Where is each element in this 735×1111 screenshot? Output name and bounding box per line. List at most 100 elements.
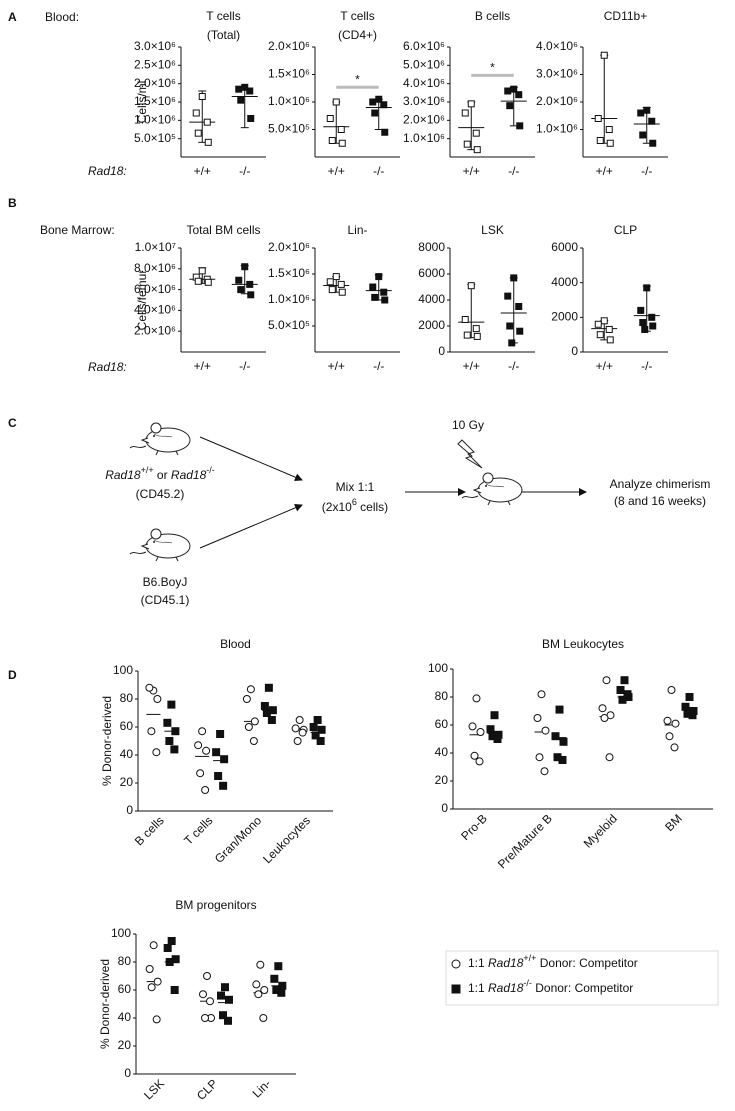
x-tick-label: +/+ <box>328 359 345 373</box>
data-point <box>639 131 647 139</box>
data-point <box>475 757 484 766</box>
y-tick-label: 5.0×10⁵ <box>134 131 176 145</box>
x-tick-label: +/+ <box>328 164 345 178</box>
data-point <box>163 944 172 952</box>
data-point <box>295 716 304 724</box>
data-point <box>558 756 567 764</box>
data-point <box>451 959 461 969</box>
data-point <box>328 286 336 294</box>
y-tick-label: 1.0×10⁶ <box>134 113 176 127</box>
y-tick-label: 40 <box>118 1010 132 1024</box>
x-tick-label: Myeloid <box>581 811 620 850</box>
data-point <box>472 325 480 333</box>
data-point <box>375 273 383 281</box>
data-point <box>309 723 318 731</box>
data-point <box>237 96 245 104</box>
y-tick-label: 1.0×10⁷ <box>135 240 176 254</box>
y-tick-label: 6.0×10⁶ <box>403 39 445 53</box>
x-tick-label: B cells <box>132 813 167 848</box>
data-point <box>594 320 602 328</box>
data-point <box>259 1014 268 1022</box>
data-point <box>688 711 697 720</box>
data-point <box>237 286 245 294</box>
data-point <box>332 273 340 281</box>
data-point <box>515 91 523 99</box>
data-point <box>468 722 477 731</box>
data-point <box>235 276 243 284</box>
analysis-label: Analyze chimerism <box>610 477 711 491</box>
x-tick-label: +/+ <box>194 164 211 178</box>
y-tick-label: 2.0×10⁶ <box>134 76 176 90</box>
panel-label: C <box>8 416 17 430</box>
data-point <box>504 87 512 95</box>
data-point <box>246 280 254 288</box>
data-point <box>467 100 475 108</box>
data-point <box>637 306 645 314</box>
chart-title: Lin- <box>347 223 367 237</box>
data-point <box>260 702 269 710</box>
data-point <box>616 686 625 694</box>
y-tick-label: 0 <box>126 803 133 817</box>
x-tick-label: LSK <box>141 1076 167 1102</box>
data-point <box>219 1011 227 1020</box>
data-point <box>555 705 564 714</box>
data-point <box>649 322 657 330</box>
data-point <box>667 686 676 694</box>
data-point <box>221 983 229 992</box>
data-point <box>463 331 471 339</box>
data-point <box>559 737 568 746</box>
data-point <box>380 101 388 109</box>
data-point <box>328 137 336 144</box>
data-point <box>153 695 162 703</box>
irradiation-label: 10 Gy <box>452 418 484 432</box>
data-point <box>201 786 210 794</box>
data-point <box>204 138 212 146</box>
y-tick-label: 100 <box>113 663 133 677</box>
data-point <box>620 676 629 685</box>
data-point <box>506 322 514 330</box>
row-label: Blood: <box>45 10 79 24</box>
data-point <box>643 284 651 292</box>
data-point <box>163 718 172 727</box>
y-tick-label: 60 <box>435 717 449 731</box>
data-point <box>262 709 271 717</box>
y-tick-label: 0 <box>571 344 578 358</box>
genotype-label: Rad18: <box>88 360 127 374</box>
y-tick-label: 20 <box>118 1038 132 1052</box>
mouse-icon <box>129 422 191 456</box>
data-point <box>198 727 207 736</box>
data-point <box>504 292 512 300</box>
data-point <box>600 51 608 59</box>
x-tick-label: -/- <box>641 164 652 178</box>
data-point <box>605 126 613 133</box>
data-point <box>202 746 211 755</box>
data-point <box>277 988 286 997</box>
data-point <box>685 693 694 701</box>
data-point <box>171 727 180 736</box>
y-tick-label: 6000 <box>418 266 445 280</box>
data-point <box>641 325 649 333</box>
legend-box <box>445 950 719 1006</box>
y-tick-label: 4.0×10⁶ <box>536 39 578 53</box>
donor-label: Rad18+/+ or Rad18-/- <box>105 465 215 482</box>
y-tick-label: 5.0×10⁵ <box>268 122 310 136</box>
data-point <box>203 118 211 126</box>
data-point <box>369 98 377 106</box>
data-point <box>648 313 656 321</box>
data-point <box>247 291 255 299</box>
significance-label: * <box>355 72 360 86</box>
data-point <box>473 332 481 340</box>
x-tick-label: Lin- <box>250 1076 274 1100</box>
data-point <box>467 282 475 290</box>
chart-title: Blood <box>220 637 251 651</box>
data-point <box>254 990 263 999</box>
data-point <box>317 725 326 734</box>
y-tick-label: 2.0×10⁶ <box>268 240 310 254</box>
y-tick-label: 2.5×10⁶ <box>134 58 176 72</box>
y-tick-label: 3.0×10⁶ <box>536 67 578 81</box>
data-point <box>472 129 480 137</box>
data-point <box>618 695 627 704</box>
y-tick-label: 2.0×10⁶ <box>536 94 578 108</box>
x-tick-label: -/- <box>373 164 384 178</box>
data-point <box>369 283 377 291</box>
